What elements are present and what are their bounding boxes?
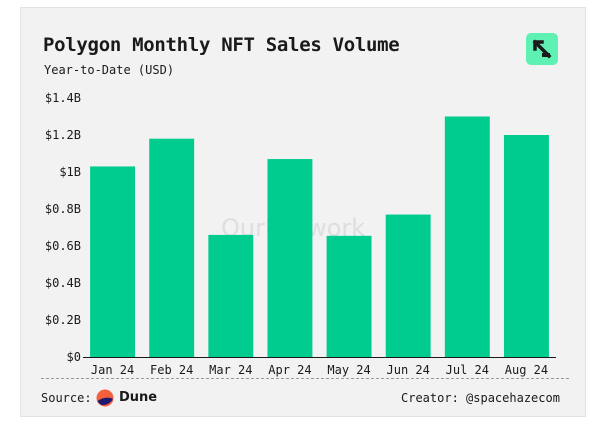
- source-label: Source:: [41, 391, 92, 405]
- x-tick-label: Jun 24: [387, 363, 430, 377]
- x-tick-label: Jan 24: [91, 363, 134, 377]
- ournetwork-logo-icon: [526, 33, 558, 65]
- chart-subtitle: Year-to-Date (USD): [44, 63, 175, 77]
- x-tick-label: Jul 24: [446, 363, 489, 377]
- bar: [90, 166, 136, 357]
- y-tick-label: $1.2B: [45, 128, 81, 142]
- y-tick-label: $0.8B: [45, 202, 81, 216]
- x-tick-label: Mar 24: [209, 363, 252, 377]
- y-tick-label: $0.6B: [45, 239, 81, 253]
- y-tick-label: $0.2B: [45, 313, 81, 327]
- chart-title: Polygon Monthly NFT Sales Volume: [43, 34, 400, 56]
- bar: [503, 135, 549, 357]
- bar: [326, 235, 372, 357]
- bar-chart: $0 $0.2B $0.4B $0.6B $0.8B $1B $1.2B $1.4B Jan 2…: [45, 91, 556, 377]
- bar: [385, 214, 431, 357]
- source-name: Dune: [119, 390, 158, 405]
- y-tick-label: $0.4B: [45, 276, 81, 290]
- chart-card: Polygon Monthly NFT Sales Volume Year-to…: [20, 7, 586, 417]
- x-tick-label: Feb 24: [150, 363, 193, 377]
- y-tick-label: $0: [67, 350, 81, 364]
- y-tick-label: $1B: [59, 165, 81, 179]
- dune-logo-icon: [96, 389, 114, 407]
- bar: [444, 116, 490, 357]
- x-tick-label: Apr 24: [268, 363, 311, 377]
- bar: [149, 138, 195, 357]
- footer-divider: [41, 378, 569, 379]
- creator-credit: Creator: @spacehazecom: [401, 391, 560, 405]
- bar: [267, 159, 313, 357]
- x-tick-label: May 24: [327, 363, 370, 377]
- bar: [208, 234, 254, 357]
- x-tick-label: Aug 24: [505, 363, 548, 377]
- y-tick-label: $1.4B: [45, 91, 81, 105]
